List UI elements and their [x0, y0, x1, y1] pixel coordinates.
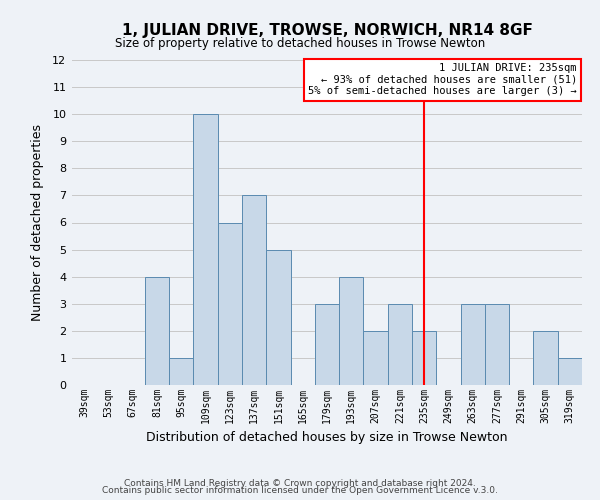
- Bar: [485, 304, 509, 385]
- Text: 1 JULIAN DRIVE: 235sqm
← 93% of detached houses are smaller (51)
5% of semi-deta: 1 JULIAN DRIVE: 235sqm ← 93% of detached…: [308, 63, 577, 96]
- Bar: [266, 250, 290, 385]
- Bar: [558, 358, 582, 385]
- Bar: [364, 331, 388, 385]
- Bar: [145, 276, 169, 385]
- X-axis label: Distribution of detached houses by size in Trowse Newton: Distribution of detached houses by size …: [146, 432, 508, 444]
- Text: Contains HM Land Registry data © Crown copyright and database right 2024.: Contains HM Land Registry data © Crown c…: [124, 478, 476, 488]
- Bar: [412, 331, 436, 385]
- Bar: [169, 358, 193, 385]
- Bar: [533, 331, 558, 385]
- Text: Contains public sector information licensed under the Open Government Licence v.: Contains public sector information licen…: [102, 486, 498, 495]
- Bar: [315, 304, 339, 385]
- Bar: [339, 276, 364, 385]
- Title: 1, JULIAN DRIVE, TROWSE, NORWICH, NR14 8GF: 1, JULIAN DRIVE, TROWSE, NORWICH, NR14 8…: [122, 23, 532, 38]
- Bar: [218, 222, 242, 385]
- Bar: [461, 304, 485, 385]
- Bar: [242, 196, 266, 385]
- Bar: [193, 114, 218, 385]
- Bar: [388, 304, 412, 385]
- Y-axis label: Number of detached properties: Number of detached properties: [31, 124, 44, 321]
- Text: Size of property relative to detached houses in Trowse Newton: Size of property relative to detached ho…: [115, 38, 485, 51]
